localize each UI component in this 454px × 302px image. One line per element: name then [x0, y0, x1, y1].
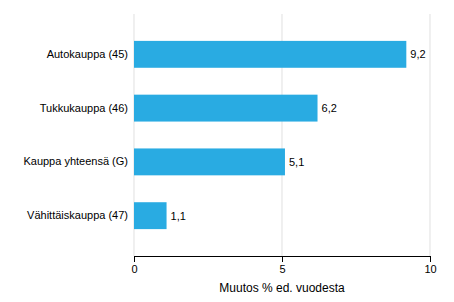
bar — [134, 202, 167, 229]
data-label: 9,2 — [410, 48, 425, 60]
chart-container: 1,1 5,1 6,2 9,2 0 5 10 Vähittäiskauppa (47) Kaup… — [0, 0, 454, 302]
x-tick-label: 5 — [279, 263, 285, 275]
bars — [134, 41, 406, 229]
data-label: 5,1 — [289, 156, 304, 168]
y-tick-label: Autokauppa (45) — [47, 48, 128, 60]
bar — [134, 95, 318, 122]
y-tick-label: Vähittäiskauppa (47) — [27, 209, 128, 221]
x-tick: 10 — [424, 256, 436, 275]
x-tick: 5 — [279, 256, 285, 275]
y-tick: Vähittäiskauppa (47) — [27, 209, 134, 221]
data-labels: 1,1 5,1 6,2 9,2 — [171, 48, 426, 221]
y-tick: Autokauppa (45) — [47, 48, 134, 60]
data-label: 1,1 — [171, 210, 186, 222]
y-tick-label: Kauppa yhteensä (G) — [23, 155, 128, 167]
bar — [134, 148, 285, 175]
data-label: 6,2 — [322, 102, 337, 114]
y-tick: Kauppa yhteensä (G) — [23, 155, 134, 167]
x-tick-mark — [430, 256, 431, 262]
y-tick: Tukkukauppa (46) — [40, 102, 134, 114]
plot-area: 1,1 5,1 6,2 9,2 0 5 10 Vähittäiskauppa (47) Kaup… — [23, 14, 436, 295]
x-tick-mark — [134, 256, 135, 262]
grid-line — [430, 14, 431, 256]
x-tick-mark — [282, 256, 283, 262]
x-tick-label: 10 — [424, 263, 436, 275]
x-axis: 0 5 10 — [131, 256, 436, 275]
bar — [134, 41, 406, 68]
y-axis: Vähittäiskauppa (47) Kauppa yhteensä (G) T… — [23, 48, 134, 221]
x-axis-title: Muutos % ed. vuodesta — [219, 281, 345, 295]
grid — [134, 14, 430, 256]
x-axis-line — [135, 257, 431, 263]
x-tick: 0 — [131, 256, 137, 275]
y-tick-label: Tukkukauppa (46) — [40, 102, 128, 114]
chart-svg: 1,1 5,1 6,2 9,2 0 5 10 Vähittäiskauppa (47) Kaup… — [0, 0, 454, 302]
x-tick-label: 0 — [131, 263, 137, 275]
